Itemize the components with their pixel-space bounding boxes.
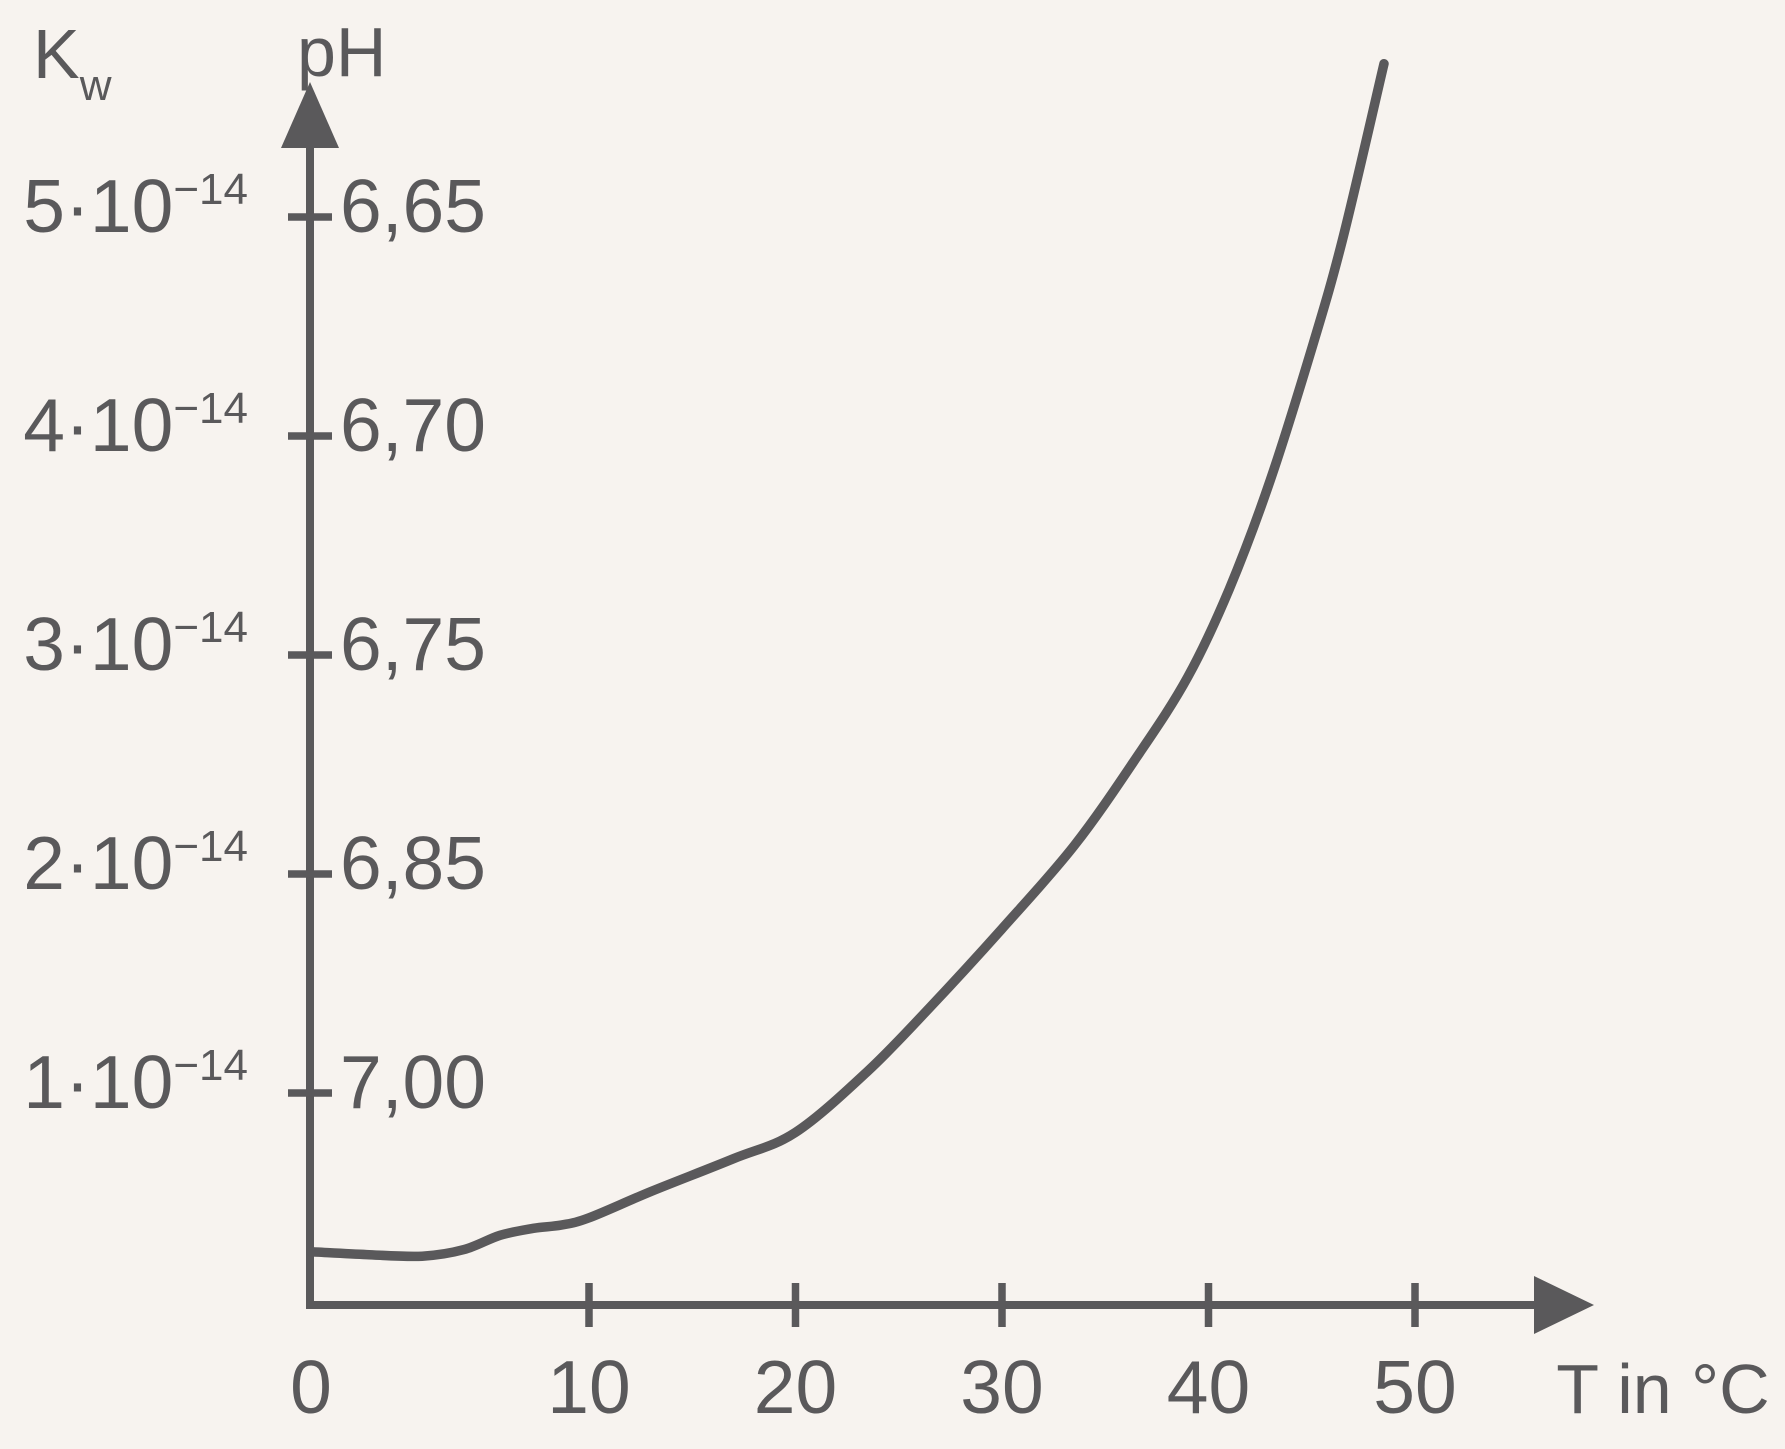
ph-axis-title: pH	[297, 13, 386, 91]
x-tick-label: 20	[754, 1345, 837, 1429]
y-tick-label-kw: 5·10−14	[23, 164, 248, 248]
kw-axis-title-base: K	[33, 15, 80, 93]
kw-axis-title: Kw	[33, 15, 112, 110]
x-tick-label: 10	[547, 1345, 630, 1429]
x-axis-title: T in °C	[1556, 1350, 1769, 1428]
y-tick-label-kw-exponent: −14	[173, 603, 248, 652]
x-tick-label: 0	[290, 1345, 332, 1429]
y-tick-label-kw-mantissa: 2·10	[23, 821, 173, 905]
y-tick-label-kw-mantissa: 4·10	[23, 383, 173, 467]
y-tick-label-kw-mantissa: 1·10	[23, 1040, 173, 1124]
x-tick-label: 30	[960, 1345, 1043, 1429]
x-tick-label: 50	[1373, 1345, 1456, 1429]
y-ticks-group: 5·10−14 6,654·10−14 6,703·10−14 6,752·10−14…	[23, 164, 486, 1124]
y-tick-label-kw: 4·10−14	[23, 383, 248, 467]
y-tick-label-kw: 1·10−14	[23, 1040, 248, 1124]
y-tick-label-kw: 3·10−14	[23, 602, 248, 686]
y-tick-label-kw-mantissa: 3·10	[23, 602, 173, 686]
y-tick-label-ph: 6,85	[340, 821, 486, 905]
y-tick-label-kw-exponent: −14	[173, 1041, 248, 1090]
y-tick-label-kw-exponent: −14	[173, 822, 248, 871]
y-tick-label-ph: 6,70	[340, 383, 486, 467]
kw-axis-title-subscript: w	[79, 61, 112, 110]
curve-path	[306, 58, 1389, 1262]
y-axis-arrowhead	[281, 82, 339, 148]
y-tick-label-kw-exponent: −14	[173, 384, 248, 433]
y-tick-label-kw-mantissa: 5·10	[23, 164, 173, 248]
y-tick-label-ph: 6,75	[340, 602, 486, 686]
y-tick-label-kw-exponent: −14	[173, 165, 248, 214]
y-tick-label-kw: 2·10−14	[23, 821, 248, 905]
x-tick-label: 40	[1167, 1345, 1250, 1429]
x-ticks-group: 0 10 20 30 40 50	[290, 1283, 1457, 1429]
y-tick-label-ph: 7,00	[340, 1040, 486, 1124]
x-axis-arrowhead	[1534, 1276, 1594, 1334]
y-tick-label-ph: 6,65	[340, 164, 486, 248]
